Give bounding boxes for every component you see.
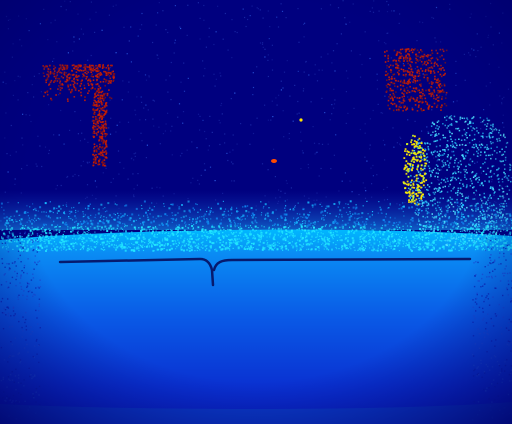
depth-map-scene <box>0 0 512 424</box>
depth-map-canvas <box>0 0 512 424</box>
